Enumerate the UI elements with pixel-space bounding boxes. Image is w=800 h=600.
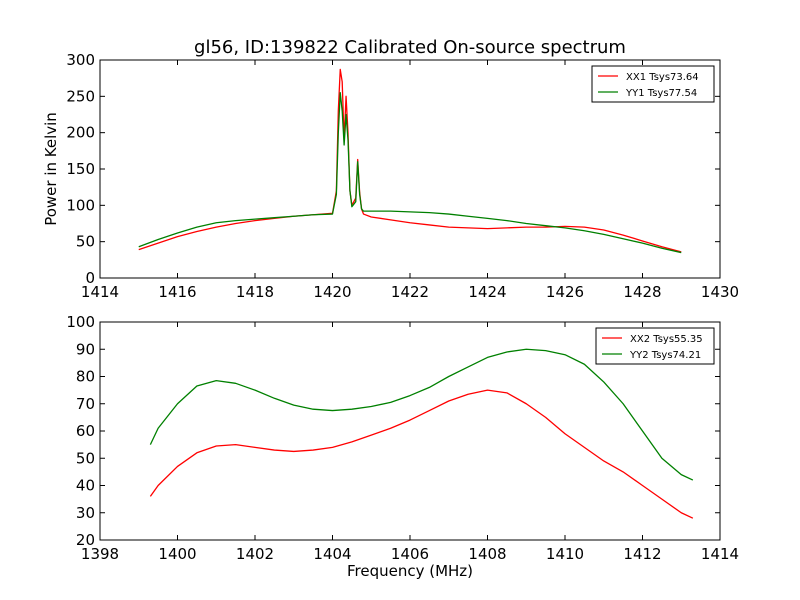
x-tick-label: 1430 <box>701 283 739 301</box>
x-axis-title: Frequency (MHz) <box>347 562 473 580</box>
y-tick-label: 100 <box>66 313 95 331</box>
legend-box <box>591 65 715 103</box>
x-tick-label: 1408 <box>468 545 506 563</box>
legend-label: YY2 Tsys74.21 <box>629 350 701 361</box>
x-tick-label: 1400 <box>158 545 196 563</box>
legend-label: XX2 Tsys55.35 <box>630 334 703 345</box>
y-tick-label: 250 <box>66 87 95 105</box>
x-tick-label: 1420 <box>313 283 351 301</box>
y-axis-title: Power in Kelvin <box>42 112 60 226</box>
y-tick-label: 30 <box>76 504 95 522</box>
x-tick-label: 1398 <box>81 545 119 563</box>
x-tick-label: 1414 <box>701 545 739 563</box>
y-tick-label: 50 <box>76 233 95 251</box>
x-tick-label: 1402 <box>236 545 274 563</box>
x-tick-label: 1412 <box>623 545 661 563</box>
y-tick-label: 150 <box>66 160 95 178</box>
figure-title: gl56, ID:139822 Calibrated On-source spe… <box>194 37 626 58</box>
y-tick-label: 300 <box>66 51 95 69</box>
legend-label: YY1 Tsys77.54 <box>625 88 697 99</box>
y-tick-label: 200 <box>66 124 95 142</box>
x-tick-label: 1414 <box>81 283 119 301</box>
legend-1: XX1 Tsys73.64 YY1 Tsys77.54 <box>591 65 715 103</box>
y-tick-label: 0 <box>85 269 95 287</box>
y-tick-label: 80 <box>76 368 95 386</box>
x-tick-label: 1410 <box>546 545 584 563</box>
legend-box <box>595 327 715 365</box>
y-tick-label: 60 <box>76 422 95 440</box>
x-tick-label: 1404 <box>313 545 351 563</box>
legend-label: XX1 Tsys73.64 <box>626 72 699 83</box>
plots-container: 1414 1416 1418 1420 1422 1424 1426 1428 14300501… <box>42 51 739 580</box>
series-line-1-2 <box>138 92 682 254</box>
series-line-2-1 <box>149 389 694 519</box>
legend-2: XX2 Tsys55.35 YY2 Tsys74.21 <box>595 327 715 365</box>
x-tick-label: 1406 <box>391 545 429 563</box>
x-tick-label: 1426 <box>546 283 584 301</box>
y-tick-label: 70 <box>76 395 95 413</box>
series-line-2-2 <box>149 348 694 481</box>
y-tick-label: 100 <box>66 196 95 214</box>
x-tick-label: 1418 <box>236 283 274 301</box>
x-tick-label: 1424 <box>468 283 506 301</box>
y-tick-label: 90 <box>76 340 95 358</box>
y-tick-label: 40 <box>76 477 95 495</box>
subplot-2: 1398 1400 1402 1404 1406 1408 1410 1412 1414 20 30… <box>66 313 739 580</box>
x-tick-label: 1416 <box>158 283 196 301</box>
x-tick-label: 1422 <box>391 283 429 301</box>
y-tick-label: 50 <box>76 449 95 467</box>
x-tick-label: 1428 <box>623 283 661 301</box>
y-tick-label: 20 <box>76 531 95 549</box>
subplot-1: 1414 1416 1418 1420 1422 1424 1426 1428 1430 0 50 1… <box>42 51 739 301</box>
